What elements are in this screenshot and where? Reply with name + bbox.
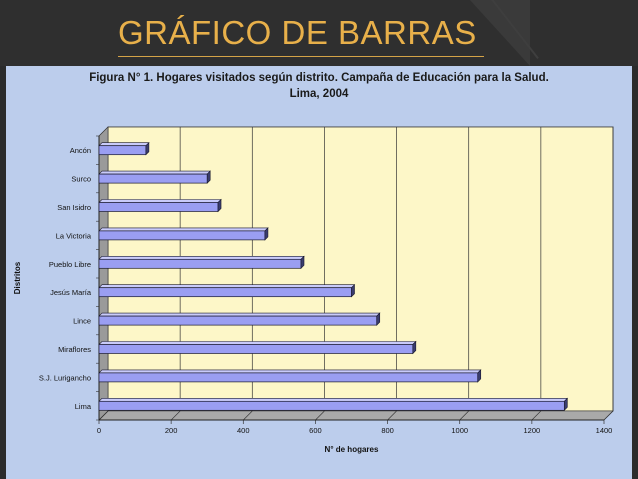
- slide-header: GRÁFICO DE BARRAS: [0, 0, 638, 66]
- bar: [98, 344, 414, 354]
- x-axis-label: N° de hogares: [325, 445, 379, 454]
- bar-top: [98, 142, 150, 146]
- bar: [98, 400, 565, 411]
- y-tick-label: Ancón: [70, 146, 91, 155]
- bar: [98, 173, 208, 184]
- bar-top: [98, 284, 356, 289]
- bar-end: [300, 255, 305, 270]
- y-axis-label: Distritos: [13, 261, 22, 294]
- x-tick-label: 800: [381, 426, 394, 435]
- bar: [98, 287, 352, 298]
- x-tick-label: 400: [237, 426, 250, 435]
- floor-gridline: [243, 410, 253, 421]
- y-tick-label: Lima: [75, 402, 92, 411]
- plot-floor: [98, 410, 614, 421]
- bar: [98, 258, 302, 269]
- floor-gridline: [459, 410, 469, 421]
- bar-end: [217, 198, 222, 213]
- x-tick-label: 1000: [451, 426, 468, 435]
- bar-top: [98, 255, 305, 260]
- x-tick-label: 200: [165, 426, 178, 435]
- y-tick-label: Surco: [71, 175, 91, 184]
- bar-end: [477, 369, 482, 383]
- floor-gridline: [98, 410, 109, 421]
- y-tick-label: S.J. Lurigancho: [39, 373, 91, 382]
- bar: [98, 230, 266, 241]
- floor-gridline: [170, 410, 181, 421]
- y-tick-label: Jesús María: [50, 288, 92, 297]
- x-tick-label: 0: [97, 426, 101, 435]
- bar-top: [98, 170, 211, 175]
- y-tick-label: Miraflores: [58, 345, 91, 354]
- y-tick-label: Pueblo Libre: [49, 260, 91, 269]
- bar-end: [206, 170, 211, 184]
- floor-gridline: [315, 410, 325, 421]
- x-tick-label: 1200: [524, 426, 541, 435]
- bar-end: [351, 283, 355, 298]
- floor-gridline: [387, 410, 397, 421]
- slide-title: GRÁFICO DE BARRAS: [118, 14, 477, 51]
- bar-top: [98, 312, 381, 317]
- bar-end: [145, 141, 150, 156]
- floor-gridline: [531, 410, 542, 421]
- plot-back-wall: [107, 126, 614, 412]
- title-underline: [118, 56, 484, 57]
- x-tick-label: 600: [309, 426, 322, 435]
- bar-top: [98, 397, 569, 402]
- y-tick-label: La Victoria: [56, 231, 92, 240]
- bar-top: [98, 199, 222, 203]
- bar-end: [264, 227, 269, 241]
- bar-top: [98, 227, 269, 232]
- bar: [98, 202, 219, 212]
- bar-end: [376, 312, 381, 326]
- x-tick-label: 1400: [596, 426, 613, 435]
- bar: [98, 372, 479, 383]
- bar-top: [98, 369, 482, 374]
- bar: [98, 145, 147, 156]
- floor-gridline: [603, 410, 614, 421]
- bar-end: [564, 397, 568, 412]
- chart-title-line1: Figura N° 1. Hogares visitados según dis…: [89, 72, 549, 84]
- chart-title-line2: Lima, 2004: [289, 88, 349, 100]
- bar-top: [98, 341, 417, 345]
- y-tick-label: Lince: [73, 317, 91, 326]
- y-tick-label: San Isidro: [57, 203, 91, 212]
- bar: [98, 315, 378, 326]
- bar-end: [412, 340, 417, 355]
